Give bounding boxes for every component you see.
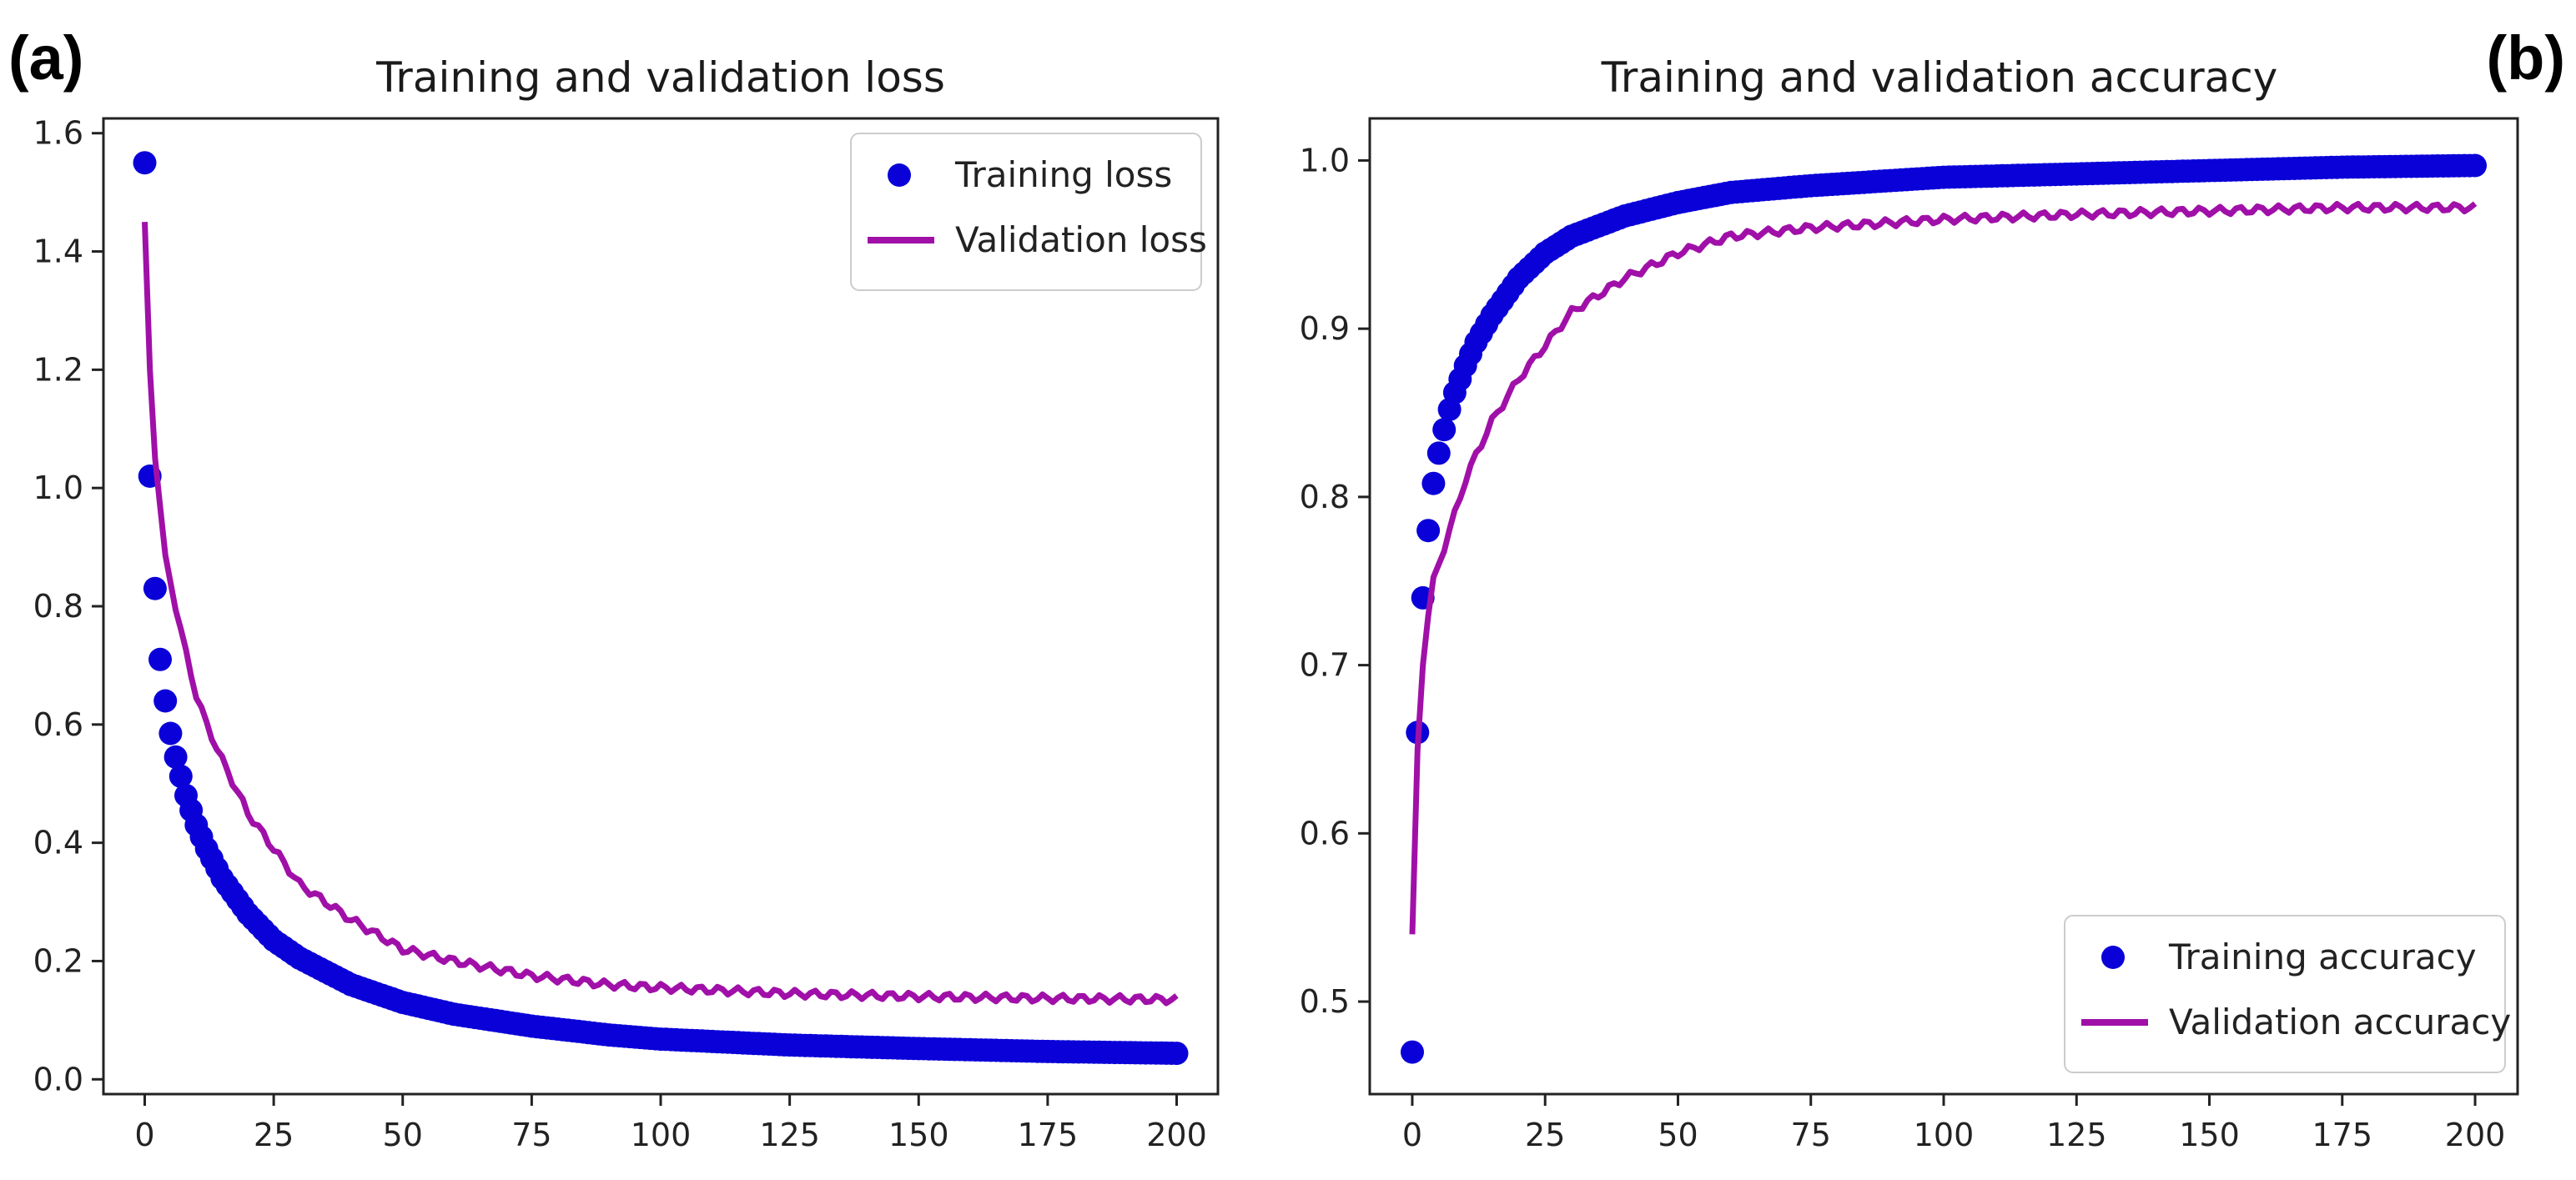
accuracy-training-point [1421, 471, 1446, 495]
loss-y-tick-label: 0.2 [33, 942, 83, 979]
loss-x-tick-label: 0 [134, 1117, 154, 1153]
loss-training-point [148, 647, 172, 671]
loss-x-tick-label: 200 [1146, 1117, 1207, 1153]
loss-plot-marks [133, 151, 1189, 1066]
accuracy-x-tick-label: 0 [1402, 1117, 1422, 1153]
panel-label-b: (b) [2487, 23, 2566, 93]
legend-validation-accuracy-label: Validation accuracy [2169, 1002, 2511, 1042]
loss-x-tick-label: 125 [759, 1117, 820, 1153]
accuracy-y-tick-label: 0.5 [1300, 983, 1350, 1020]
loss-training-point [164, 745, 188, 769]
accuracy-x-tick-label: 75 [1791, 1117, 1831, 1153]
loss-training-point [153, 689, 178, 713]
accuracy-y-tick-label: 0.6 [1300, 815, 1350, 851]
loss-y-tick-label: 0.4 [33, 825, 83, 861]
legend-training-accuracy-label: Training accuracy [2168, 936, 2477, 977]
loss-x-tick-label: 175 [1018, 1117, 1079, 1153]
accuracy-axes: 0 25 50 75 100 125 150 175 200 0.5 0.6 0.7 0.8 0.9 1.0 [1300, 142, 2506, 1153]
accuracy-x-tick-label: 200 [2445, 1117, 2506, 1153]
loss-x-tick-label: 50 [383, 1117, 423, 1153]
legend-validation-loss-label: Validation loss [955, 219, 1207, 260]
loss-training-point [133, 151, 157, 175]
loss-x-tick-label: 100 [631, 1117, 692, 1153]
accuracy-training-point [1432, 418, 1457, 442]
loss-axes: 0 25 50 75 100 125 150 175 200 0.0 0.2 0.4 0.6 0.8 1.0… [33, 115, 1207, 1153]
loss-x-tick-label: 25 [254, 1117, 294, 1153]
accuracy-plot-marks [1401, 153, 2487, 1064]
loss-legend-box [850, 133, 1202, 291]
loss-chart: (a) Training and validation loss 0 25 50 75… [8, 23, 1220, 1153]
accuracy-chart-title: Training and validation accuracy [1601, 53, 2278, 102]
loss-legend: Training loss Validation loss [850, 133, 1207, 291]
loss-training-point [143, 576, 167, 600]
accuracy-y-tick-label: 0.9 [1300, 310, 1350, 347]
accuracy-y-tick-label: 0.7 [1300, 647, 1350, 684]
loss-y-tick-label: 1.2 [33, 351, 83, 388]
loss-training-point [1165, 1042, 1189, 1066]
loss-training-point [158, 721, 183, 746]
accuracy-x-tick-label: 125 [2046, 1117, 2107, 1153]
accuracy-x-tick-label: 50 [1658, 1117, 1698, 1153]
loss-y-tick-label: 1.0 [33, 469, 83, 506]
loss-y-tick-label: 0.8 [33, 588, 83, 625]
legend-training-loss-marker [888, 163, 911, 187]
loss-y-tick-label: 0.0 [33, 1061, 83, 1097]
accuracy-x-tick-label: 150 [2179, 1117, 2240, 1153]
legend-training-loss-label: Training loss [954, 154, 1172, 195]
accuracy-y-tick-label: 0.8 [1300, 479, 1350, 515]
accuracy-training-point [1426, 441, 1451, 465]
accuracy-training-point [2463, 153, 2487, 178]
accuracy-legend: Training accuracy Validation accuracy [2064, 915, 2511, 1073]
loss-x-tick-label: 75 [511, 1117, 551, 1153]
accuracy-x-tick-label: 175 [2312, 1117, 2373, 1153]
accuracy-legend-box [2064, 915, 2506, 1073]
panel-label-a: (a) [8, 23, 83, 93]
loss-validation-line [142, 221, 1179, 1007]
accuracy-training-point [1401, 1040, 1424, 1064]
loss-chart-title: Training and validation loss [375, 53, 945, 102]
accuracy-x-tick-label: 100 [1914, 1117, 1975, 1153]
accuracy-y-tick-label: 1.0 [1300, 142, 1350, 178]
loss-training-point [169, 764, 193, 788]
legend-training-accuracy-marker [2101, 946, 2125, 969]
accuracy-chart: (b) Training and validation accuracy 0 25… [1300, 23, 2565, 1153]
loss-y-tick-label: 1.6 [33, 115, 83, 152]
accuracy-validation-line [1409, 200, 2478, 935]
loss-x-tick-label: 150 [888, 1117, 949, 1153]
accuracy-x-tick-label: 25 [1525, 1117, 1565, 1153]
loss-y-tick-label: 0.6 [33, 706, 83, 743]
accuracy-training-point [1416, 519, 1441, 543]
loss-y-tick-label: 1.4 [33, 233, 83, 270]
